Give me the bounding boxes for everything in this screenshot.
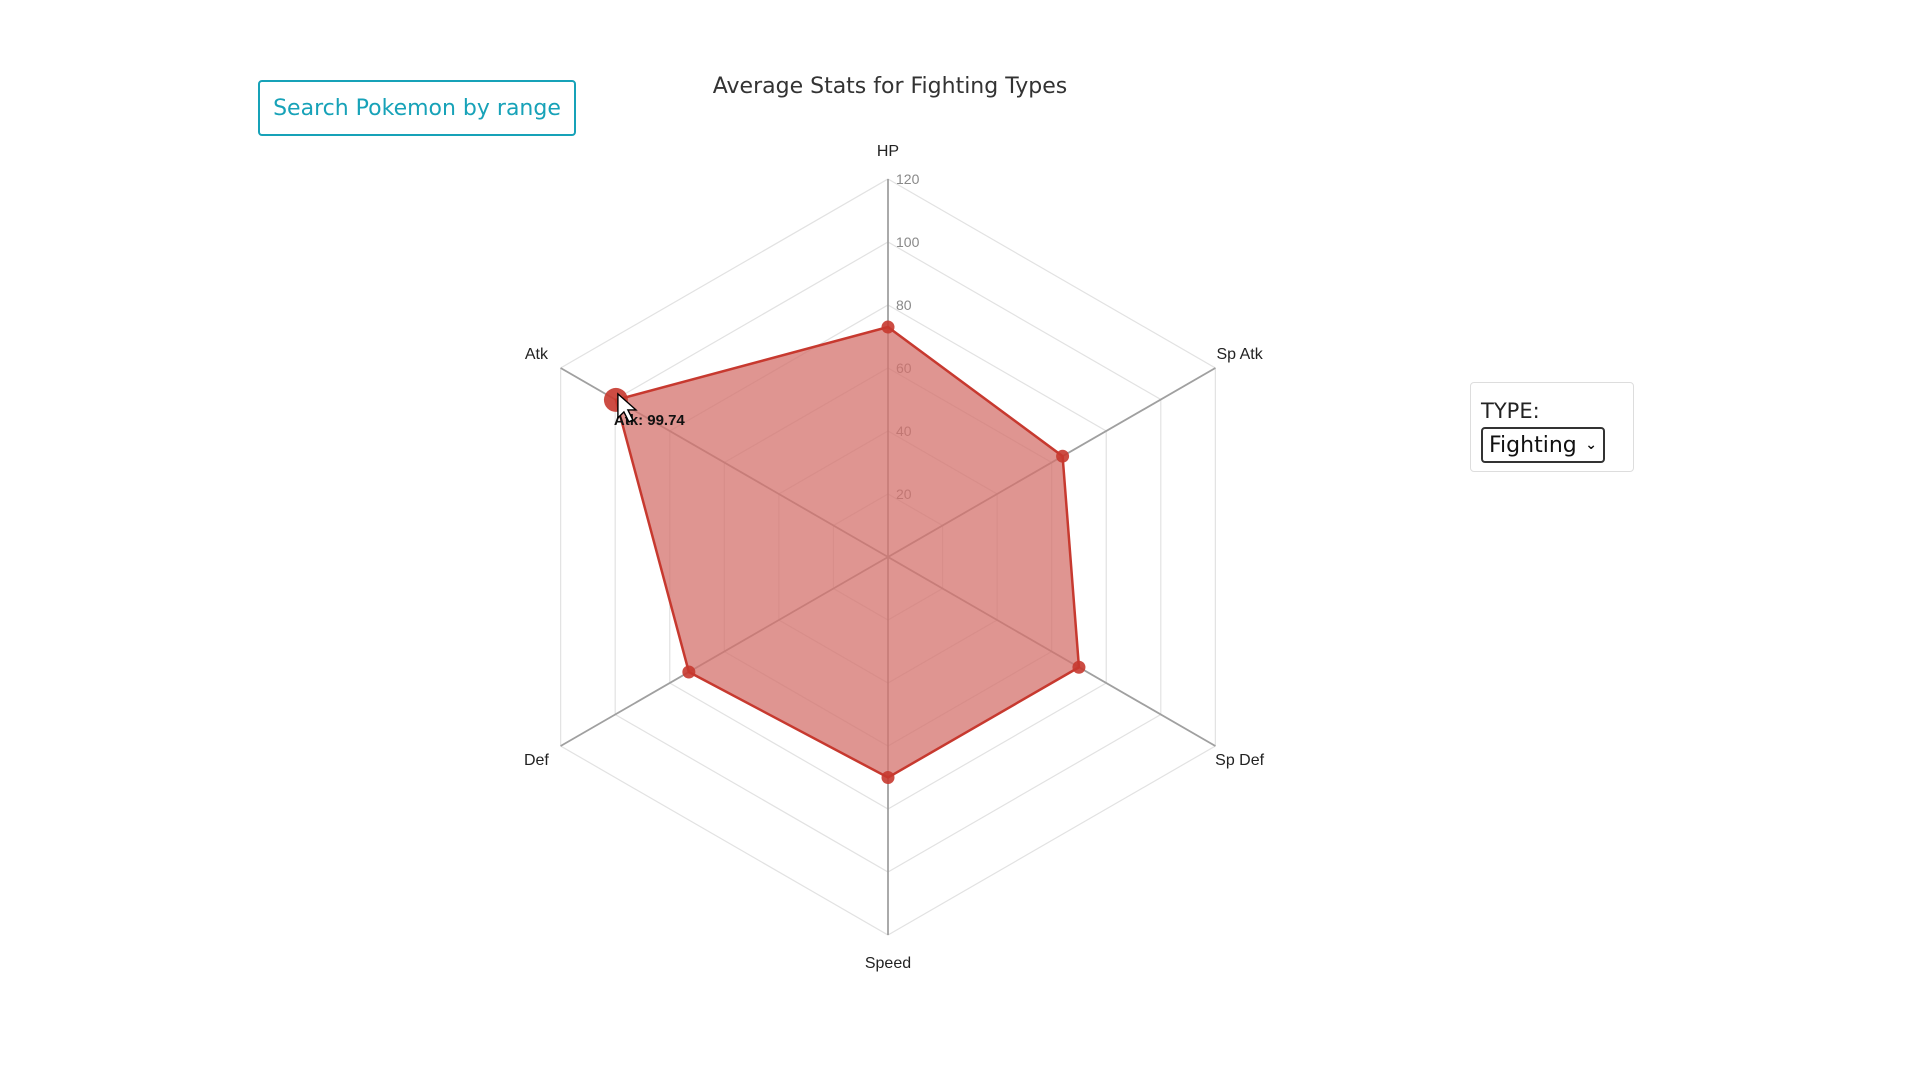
- type-select-value: Fighting: [1489, 432, 1577, 458]
- search-pokemon-by-range-button[interactable]: Search Pokemon by range: [258, 80, 576, 136]
- type-select[interactable]: Fighting ⌄: [1481, 427, 1605, 463]
- tick-label: 100: [896, 234, 920, 250]
- radar-series: [603, 320, 1086, 784]
- tick-label: 120: [896, 171, 920, 187]
- chevron-down-icon: ⌄: [1585, 437, 1597, 453]
- chart-title: Average Stats for Fighting Types: [712, 74, 1068, 99]
- axis-label-speed: Speed: [865, 955, 911, 972]
- type-filter-panel: TYPE: Fighting ⌄: [1470, 382, 1634, 472]
- data-point-hp[interactable]: [881, 320, 895, 334]
- axis-label-sp-atk: Sp Atk: [1216, 346, 1263, 363]
- radar-tooltip: Atk: 99.74: [614, 392, 685, 429]
- series-area: [614, 325, 1081, 779]
- data-point-def[interactable]: [682, 665, 696, 679]
- axis-label-sp-def: Sp Def: [1215, 752, 1264, 769]
- type-filter-label: TYPE:: [1481, 399, 1540, 423]
- mouse-cursor-icon: [617, 392, 638, 423]
- data-point-sp-atk[interactable]: [1056, 449, 1070, 463]
- data-point-sp-def[interactable]: [1072, 660, 1086, 674]
- axis-label-hp: HP: [877, 143, 899, 160]
- axis-label-def: Def: [524, 752, 549, 769]
- axis-label-atk: Atk: [525, 346, 549, 363]
- data-point-speed[interactable]: [881, 771, 895, 784]
- tick-label: 80: [896, 297, 912, 313]
- radar-axis-labels: HP Sp Atk Sp Def Speed Def Atk: [524, 143, 1265, 972]
